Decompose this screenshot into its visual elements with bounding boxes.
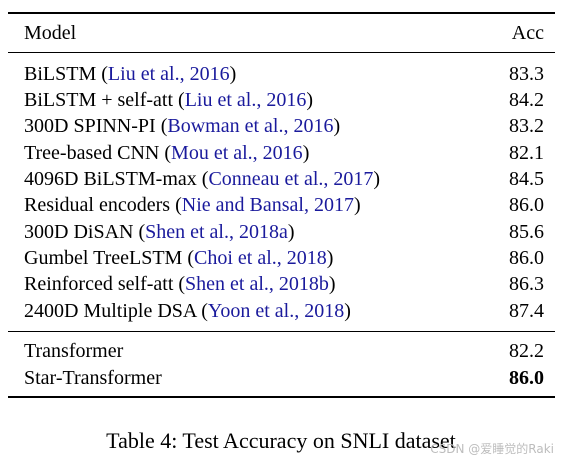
accuracy-value: 86.0: [509, 194, 544, 216]
bottom-rule: [8, 396, 555, 398]
model-name: 300D SPINN-PI: [24, 115, 156, 137]
table-row: Reinforced self-att (Shen et al., 2018b)…: [24, 273, 544, 295]
header-acc: Acc: [511, 22, 544, 44]
model-name: Tree-based CNN: [24, 142, 160, 164]
table-row: 300D SPINN-PI (Bowman et al., 2016) 83.2: [24, 115, 544, 137]
model-name: Transformer: [24, 340, 124, 362]
watermark: CSDN @爱睡觉的Raki: [430, 442, 554, 456]
table-row: 4096D BiLSTM-max (Conneau et al., 2017) …: [24, 168, 544, 190]
accuracy-value: 87.4: [509, 300, 544, 322]
model-name: BiLSTM + self-att: [24, 89, 174, 111]
table-row: Transformer 82.2: [24, 339, 544, 363]
model-name: 4096D BiLSTM-max: [24, 168, 197, 190]
top-rule: [8, 12, 555, 14]
table-row: 300D DiSAN (Shen et al., 2018a) 85.6: [24, 221, 544, 243]
table-row: Residual encoders (Nie and Bansal, 2017)…: [24, 194, 544, 216]
accuracy-value: 85.6: [509, 221, 544, 243]
accuracy-value: 82.1: [509, 142, 544, 164]
table-row: Gumbel TreeLSTM (Choi et al., 2018) 86.0: [24, 247, 544, 269]
table-row: Tree-based CNN (Mou et al., 2016) 82.1: [24, 142, 544, 164]
model-name: 300D DiSAN: [24, 221, 134, 243]
citation-link[interactable]: Liu et al., 2016: [184, 89, 307, 111]
citation-link[interactable]: Nie and Bansal, 2017: [181, 194, 354, 216]
header-rule: [8, 52, 555, 53]
table-row: 2400D Multiple DSA (Yoon et al., 2018) 8…: [24, 300, 544, 322]
accuracy-value: 86.3: [509, 273, 544, 295]
accuracy-value: 82.2: [509, 340, 544, 362]
table-header: Model Acc: [24, 21, 544, 45]
accuracy-value: 86.0: [509, 247, 544, 269]
model-name: 2400D Multiple DSA: [24, 300, 197, 322]
accuracy-value-best: 86.0: [509, 367, 544, 389]
citation-link[interactable]: Bowman et al., 2016: [167, 115, 334, 137]
accuracy-value: 84.5: [509, 168, 544, 190]
model-name: Star-Transformer: [24, 367, 162, 389]
model-name: Reinforced self-att: [24, 273, 174, 295]
model-name: Residual encoders: [24, 194, 171, 216]
citation-link[interactable]: Conneau et al., 2017: [208, 168, 374, 190]
accuracy-value: 84.2: [509, 89, 544, 111]
accuracy-value: 83.2: [509, 115, 544, 137]
citation-link[interactable]: Shen et al., 2018b: [185, 273, 329, 295]
citation-link[interactable]: Yoon et al., 2018: [207, 300, 345, 322]
accuracy-value: 83.3: [509, 63, 544, 85]
table-row: BiLSTM + self-att (Liu et al., 2016) 84.…: [24, 89, 544, 111]
model-name: Gumbel TreeLSTM: [24, 247, 183, 269]
citation-link[interactable]: Choi et al., 2018: [194, 247, 327, 269]
citation-link[interactable]: Mou et al., 2016: [171, 142, 303, 164]
group-rule: [8, 331, 555, 332]
header-model: Model: [24, 22, 77, 44]
citation-link[interactable]: Shen et al., 2018a: [145, 221, 288, 243]
citation-link[interactable]: Liu et al., 2016: [107, 63, 230, 85]
table-caption: Table 4: Test Accuracy on SNLI dataset: [106, 428, 456, 453]
table-row: Star-Transformer 86.0: [24, 366, 544, 390]
table-row: BiLSTM (Liu et al., 2016) 83.3: [24, 63, 544, 85]
model-name: BiLSTM: [24, 63, 97, 85]
